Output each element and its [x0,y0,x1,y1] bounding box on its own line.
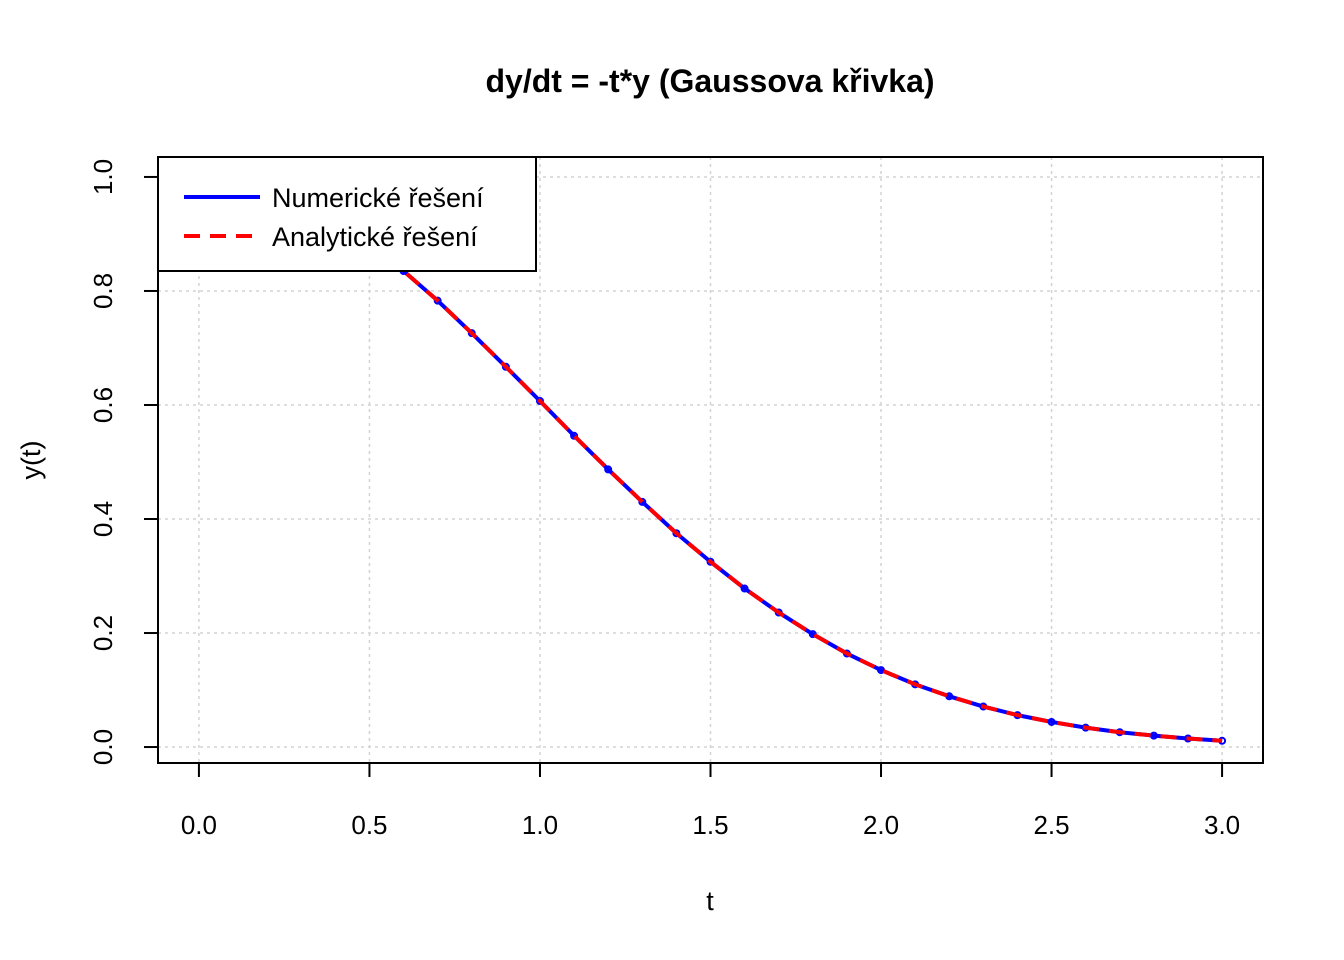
y-tick-label: 0.6 [88,387,118,423]
legend: Numerické řešení Analytické řešení [157,156,537,272]
y-tick-label: 0.4 [88,501,118,537]
data-point [740,584,749,593]
y-tick-label: 1.0 [88,159,118,195]
legend-label-analytical: Analytické řešení [272,222,478,252]
data-point [467,329,476,338]
x-axis-label: t [706,886,714,916]
data-point [570,431,579,440]
data-point [638,497,647,506]
x-tick-label: 1.0 [522,810,558,840]
y-tick-label: 0.2 [88,615,118,651]
data-point [1149,731,1158,740]
chart-title: dy/dt = -t*y (Gaussova křivka) [485,63,934,99]
y-tick-label: 0.0 [88,729,118,765]
y-axis-label: y(t) [16,441,46,480]
x-tick-label: 0.5 [351,810,387,840]
x-tick-label: 3.0 [1204,810,1240,840]
x-tick-label: 2.0 [863,810,899,840]
y-tick-label: 0.8 [88,273,118,309]
x-axis: 0.0 0.5 1.0 1.5 2.0 2.5 3.0 [181,763,1240,840]
x-tick-label: 2.5 [1033,810,1069,840]
x-tick-label: 0.0 [181,810,217,840]
data-point [1047,717,1056,726]
legend-label-numerical: Numerické řešení [272,183,484,213]
x-tick-label: 1.5 [692,810,728,840]
y-axis: 0.0 0.2 0.4 0.6 0.8 1.0 [88,159,158,765]
data-point [604,465,613,474]
data-point [501,362,510,371]
legend-box [157,156,537,272]
data-point [535,396,544,405]
